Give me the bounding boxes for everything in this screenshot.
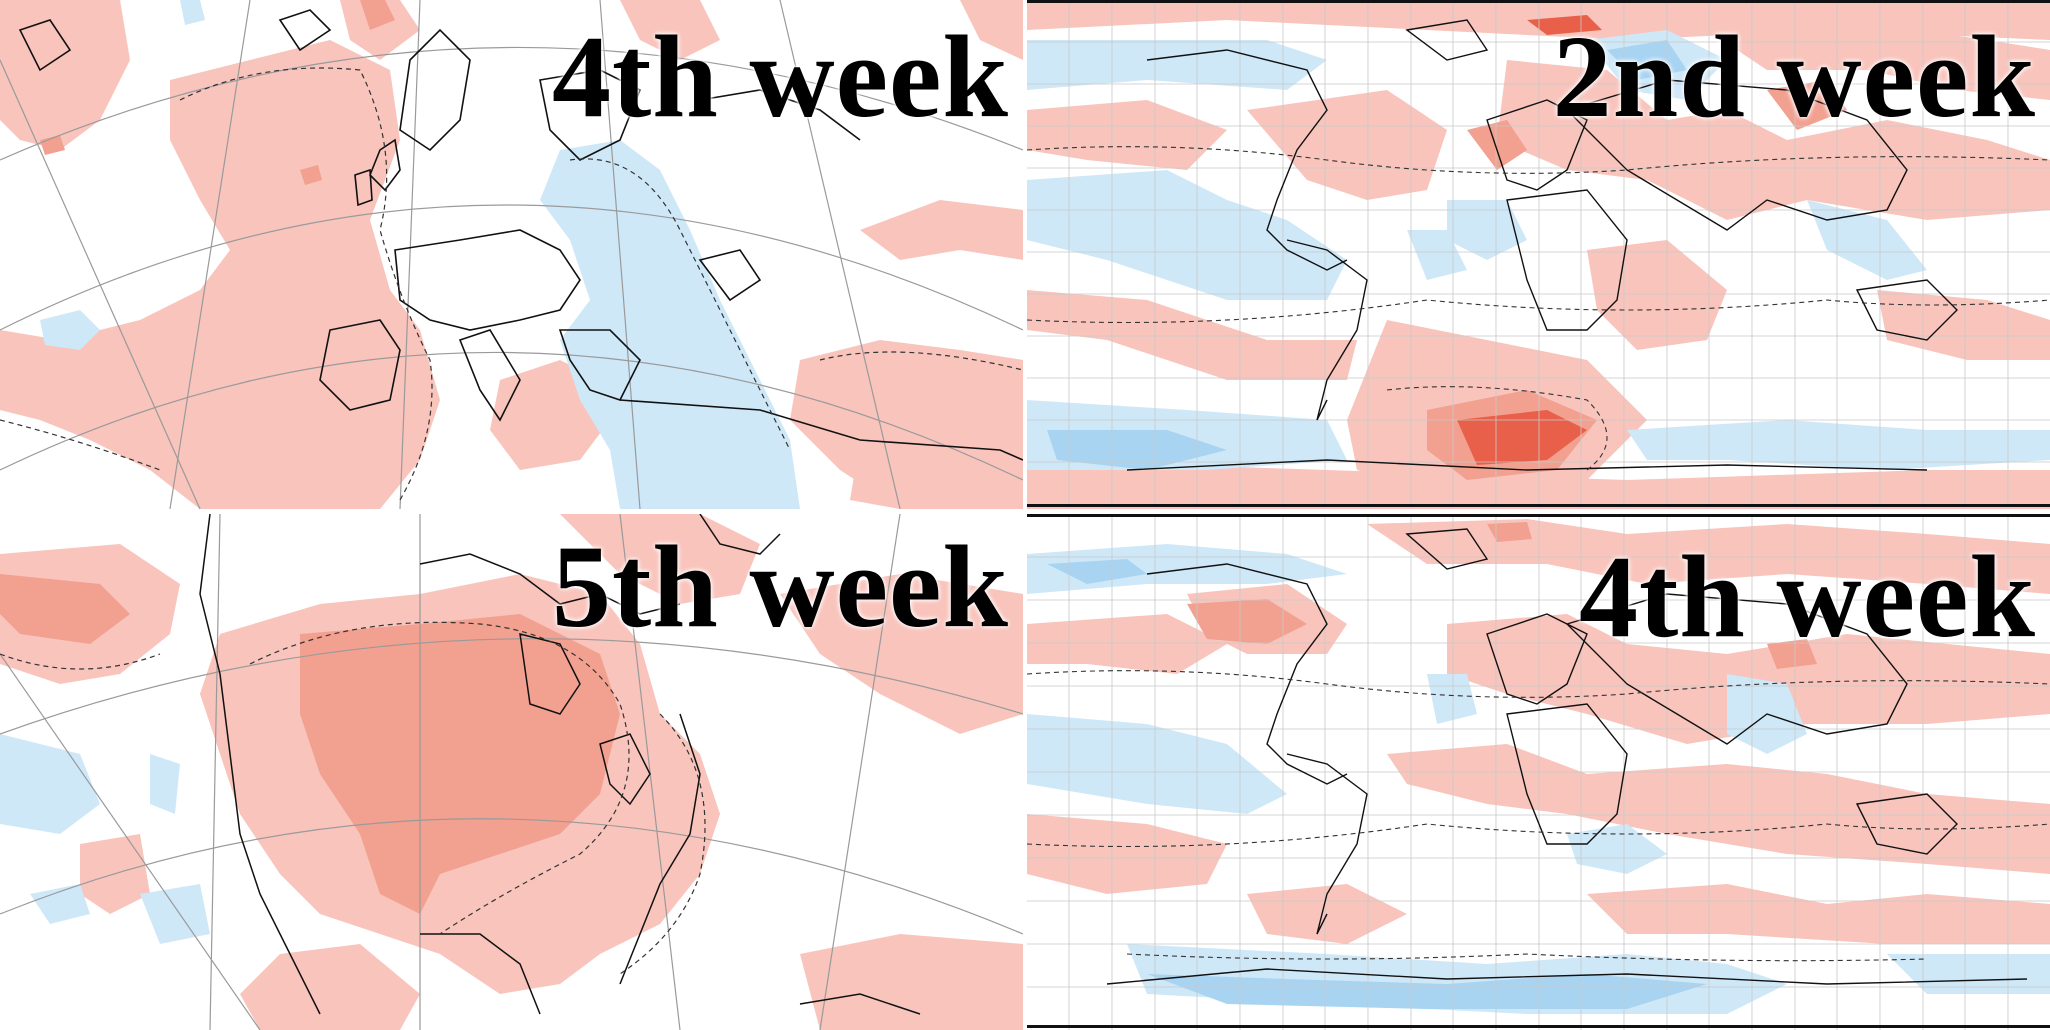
cool-anomaly-areas bbox=[0, 734, 210, 944]
warm-anomaly-core bbox=[40, 0, 395, 185]
coastlines bbox=[1126, 19, 1958, 471]
dashed-contours bbox=[0, 67, 1023, 501]
cool-anomaly-medium bbox=[1047, 559, 1707, 1009]
panel-divider-vertical bbox=[1023, 0, 1027, 1030]
graticule-lines bbox=[1027, 514, 2050, 1030]
week-label: 4th week bbox=[551, 11, 1009, 142]
coastlines bbox=[199, 514, 921, 1015]
dashed-contours bbox=[1027, 146, 2050, 471]
week-label: 4th week bbox=[1578, 531, 2036, 662]
map-panel-global-week2: 2nd week bbox=[1027, 0, 2050, 509]
dashed-contours bbox=[1027, 670, 2050, 962]
panel-divider-horizontal bbox=[0, 509, 2050, 514]
coastlines bbox=[18, 9, 1023, 461]
graticule-lines bbox=[1027, 0, 2050, 509]
map-panel-global-week4: 4th week bbox=[1027, 514, 2050, 1030]
week-label: 5th week bbox=[551, 521, 1009, 652]
warm-anomaly-areas bbox=[1027, 519, 2050, 944]
north-america-anomaly-map bbox=[0, 514, 1023, 1030]
warm-anomaly-areas bbox=[0, 0, 1023, 509]
warm-anomaly-strong bbox=[1457, 15, 1602, 465]
map-panel-north-america-week5: 5th week bbox=[0, 514, 1023, 1030]
warm-anomaly-medium bbox=[0, 574, 620, 914]
warm-anomaly-medium bbox=[1187, 522, 1817, 669]
map-panel-europe-week4: 4th week bbox=[0, 0, 1023, 509]
coastlines bbox=[1106, 528, 2028, 985]
global-anomaly-map bbox=[1027, 514, 2050, 1030]
cool-anomaly-areas bbox=[40, 0, 800, 509]
global-anomaly-map bbox=[1027, 0, 2050, 509]
europe-anomaly-map bbox=[0, 0, 1023, 509]
graticule-lines bbox=[0, 0, 1023, 509]
week-label: 2nd week bbox=[1552, 11, 2036, 142]
dashed-contours bbox=[0, 621, 706, 975]
graticule-lines bbox=[0, 514, 1023, 1030]
